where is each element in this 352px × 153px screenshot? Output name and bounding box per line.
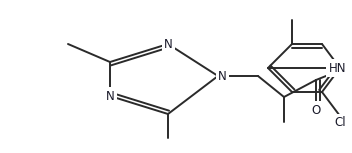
Text: HN: HN bbox=[328, 62, 346, 75]
Text: O: O bbox=[312, 103, 321, 116]
Text: N: N bbox=[164, 37, 172, 50]
Text: N: N bbox=[218, 69, 227, 82]
Text: N: N bbox=[106, 90, 114, 103]
Text: Cl: Cl bbox=[334, 116, 346, 129]
